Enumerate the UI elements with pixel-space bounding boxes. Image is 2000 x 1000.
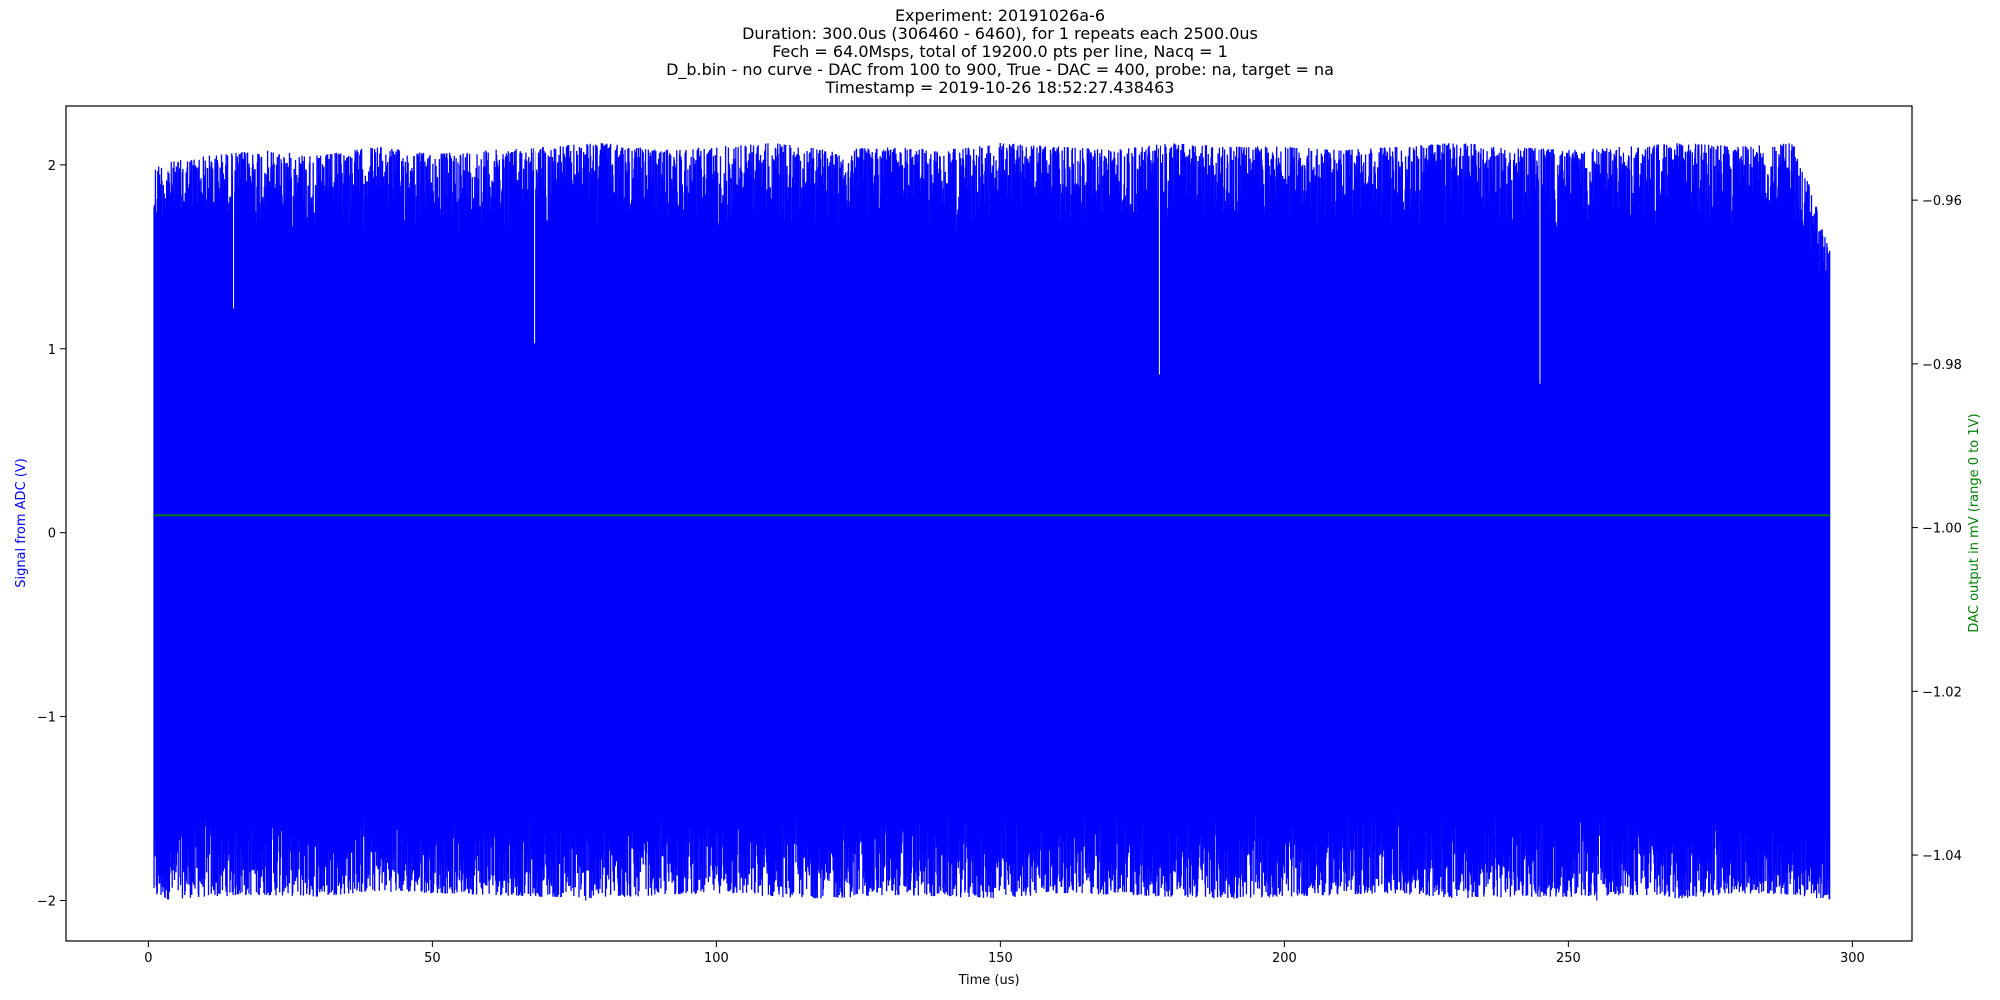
y-right-axis-label: DAC output in mV (range 0 to 1V) — [1967, 413, 1982, 632]
x-tick-label: 0 — [144, 951, 152, 966]
x-tick-label: 300 — [1840, 951, 1865, 966]
adc-signal-line — [153, 143, 1831, 900]
y-left-axis-ticks: −2 −1 0 1 2 — [37, 159, 66, 910]
x-axis-ticks: 0 50 100 150 200 250 300 — [144, 941, 1865, 966]
plot-series-layer — [153, 128, 1831, 901]
y-right-tick-label: −1.00 — [1922, 522, 1962, 537]
title-line-3: Fech = 64.0Msps, total of 19200.0 pts pe… — [772, 42, 1228, 61]
x-axis-label: Time (us) — [957, 973, 1019, 988]
y-left-tick-label: −2 — [37, 895, 56, 910]
x-tick-label: 50 — [424, 951, 441, 966]
title-line-5: Timestamp = 2019-10-26 18:52:27.438463 — [825, 78, 1175, 97]
x-tick-label: 150 — [988, 951, 1013, 966]
y-right-tick-label: −1.02 — [1922, 685, 1962, 700]
x-tick-label: 250 — [1556, 951, 1581, 966]
title-line-4: D_b.bin - no curve - DAC from 100 to 900… — [666, 60, 1334, 80]
chart-title: Experiment: 20191026a-6 Duration: 300.0u… — [666, 6, 1334, 97]
x-tick-label: 100 — [704, 951, 729, 966]
x-tick-label: 200 — [1272, 951, 1297, 966]
y-left-tick-label: 0 — [48, 527, 56, 542]
y-left-tick-label: −1 — [37, 711, 56, 726]
y-left-axis-label: Signal from ADC (V) — [14, 458, 29, 588]
title-line-2: Duration: 300.0us (306460 - 6460), for 1… — [742, 24, 1258, 43]
y-right-tick-label: −1.04 — [1922, 849, 1962, 864]
title-line-1: Experiment: 20191026a-6 — [895, 6, 1105, 25]
y-left-tick-label: 2 — [48, 159, 56, 174]
y-right-tick-label: −0.96 — [1922, 194, 1962, 209]
y-right-tick-label: −0.98 — [1922, 358, 1962, 373]
y-right-axis-ticks: −1.04 −1.02 −1.00 −0.98 −0.96 — [1912, 194, 1962, 864]
plot-frame — [65, 105, 1913, 942]
y-left-tick-label: 1 — [48, 343, 56, 358]
